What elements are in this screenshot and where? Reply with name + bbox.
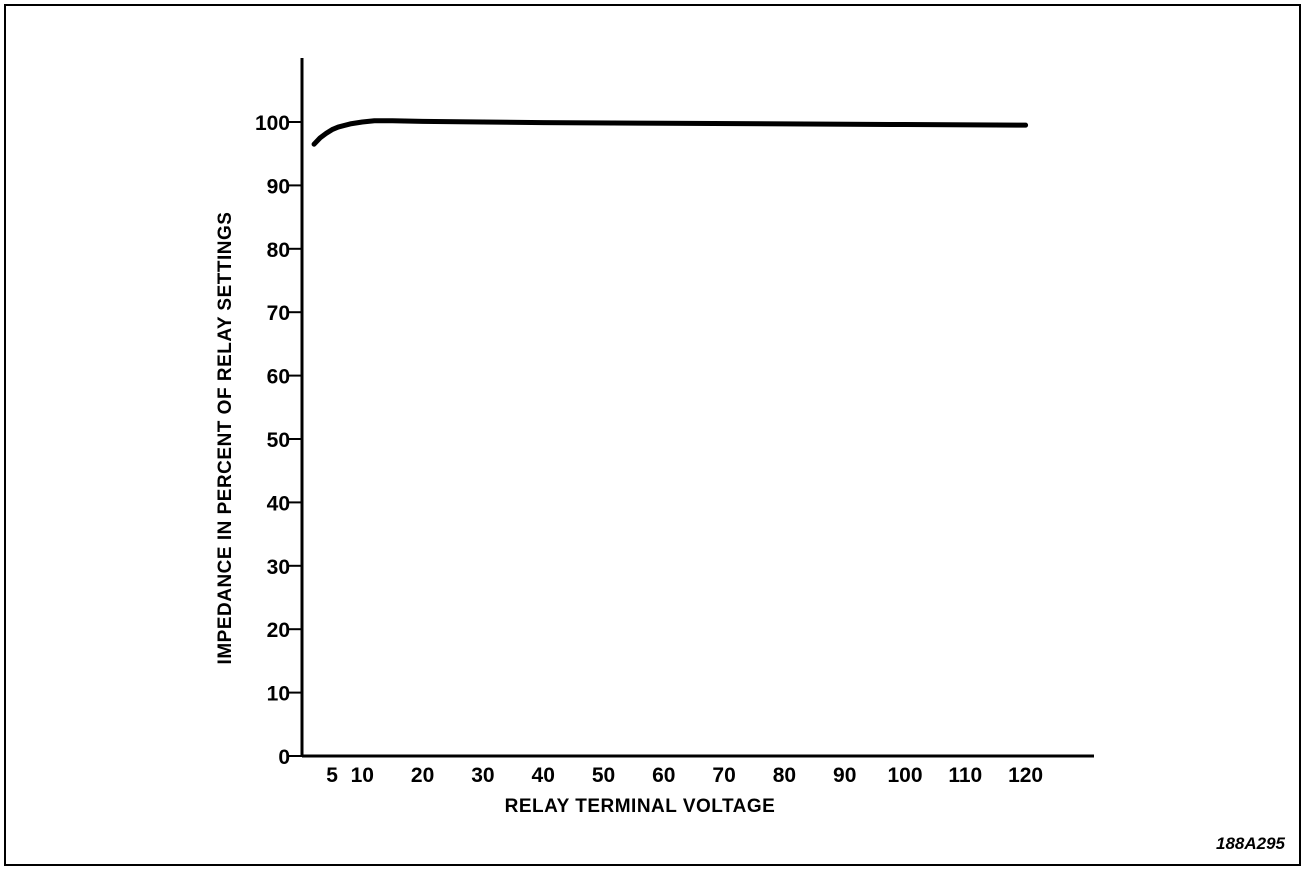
y-tick-label: 30: [267, 556, 290, 579]
x-tick-label: 5: [326, 764, 338, 787]
y-tick-group: 0 10 20 30 40 50 60 70 80 90 100: [255, 112, 302, 769]
y-tick-label: 80: [267, 239, 290, 262]
y-tick-label: 90: [267, 175, 290, 198]
x-tick-label: 30: [471, 764, 494, 787]
x-tick-label: 110: [948, 764, 982, 787]
y-tick-label: 50: [267, 429, 290, 452]
x-tick-label: 90: [833, 764, 856, 787]
y-axis-label: IMPEDANCE IN PERCENT OF RELAY SETTINGS: [215, 212, 236, 665]
data-series-line: [311, 118, 1029, 147]
x-axis-label: RELAY TERMINAL VOLTAGE: [505, 796, 776, 817]
x-tick-label: 70: [712, 764, 735, 787]
x-tick-label: 10: [351, 764, 374, 787]
figure-frame: [4, 4, 1301, 866]
x-tick-label: 80: [773, 764, 796, 787]
y-tick-label: 70: [267, 302, 290, 325]
x-tick-label: 60: [652, 764, 675, 787]
x-tick-label: 100: [887, 764, 922, 787]
x-tick-group: 5 10 20 30 40 50 60 70 80 90 100 110 120: [326, 764, 1043, 787]
x-tick-label: 50: [592, 764, 615, 787]
x-tick-label: 120: [1008, 764, 1043, 787]
y-tick-label: 0: [278, 746, 290, 769]
y-tick-label: 10: [267, 683, 290, 706]
figure-id: 188A295: [1215, 834, 1285, 853]
x-tick-label: 40: [532, 764, 555, 787]
y-tick-label: 60: [267, 366, 290, 389]
y-tick-label: 40: [267, 492, 290, 515]
y-tick-label: 100: [255, 112, 290, 135]
x-tick-label: 20: [411, 764, 434, 787]
y-tick-label: 20: [267, 619, 290, 642]
